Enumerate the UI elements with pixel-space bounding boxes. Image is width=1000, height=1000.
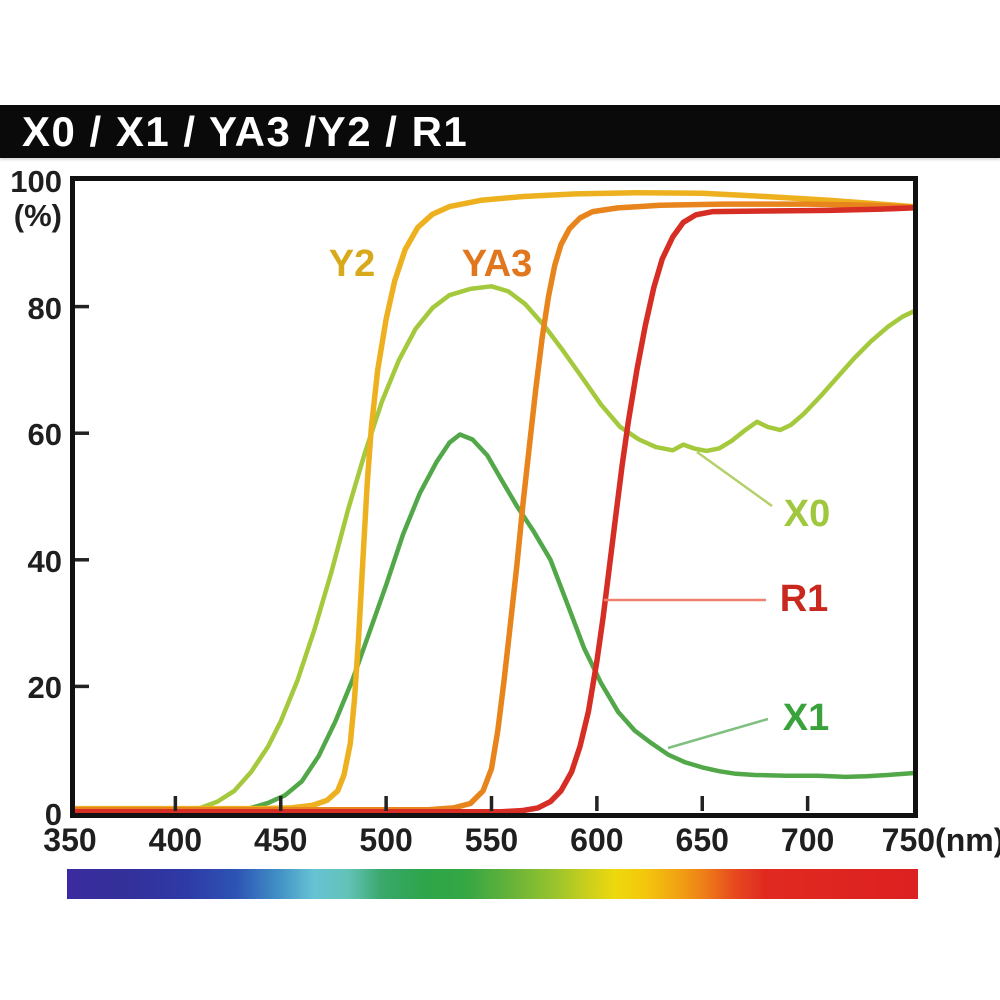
- y-tick-label-60: 60: [27, 417, 62, 453]
- x-tick-label-450: 450: [254, 822, 308, 858]
- title-bar: X0 / X1 / YA3 /Y2 / R1: [0, 105, 1000, 158]
- curve-label-y2: Y2: [328, 243, 376, 285]
- curve-x1: [70, 432, 916, 814]
- leader-line-x1: [667, 717, 769, 750]
- wavelength-spectrum-bar: [67, 869, 918, 899]
- x-tick-label-500: 500: [359, 822, 413, 858]
- leader-line-x0: [696, 450, 773, 508]
- curve-x0: [70, 284, 916, 814]
- x-tick-label-750: 750(nm): [881, 822, 1000, 858]
- y-tick-label-0: 0: [44, 797, 62, 832]
- y-tick-label-100: 100: [10, 164, 62, 199]
- y-tick-label-40: 40: [27, 543, 62, 579]
- x-tick-label-700: 700: [780, 822, 835, 858]
- y-axis-unit-label: (%): [13, 198, 62, 233]
- x-tick-label-400: 400: [148, 822, 203, 858]
- curve-label-r1: R1: [779, 578, 829, 620]
- y-tick-label-80: 80: [27, 290, 62, 326]
- curves-layer: [70, 189, 916, 815]
- curve-y2: [70, 189, 916, 812]
- x-tick-label-550: 550: [464, 822, 519, 858]
- axis-ticks: [75, 304, 810, 811]
- leader-lines-layer: [604, 450, 773, 750]
- x-tick-label-350: 350: [43, 822, 97, 858]
- curve-label-ya3: YA3: [461, 243, 533, 285]
- curve-label-x0: X0: [783, 493, 831, 535]
- x-tick-label-600: 600: [570, 822, 624, 858]
- curve-r1: [70, 205, 916, 815]
- y-tick-label-20: 20: [27, 670, 62, 706]
- axis-frame: [70, 176, 918, 818]
- page-title: X0 / X1 / YA3 /Y2 / R1: [22, 107, 469, 155]
- x-tick-label-650: 650: [675, 822, 729, 858]
- curve-ya3: [70, 201, 916, 813]
- curve-label-x1: X1: [782, 697, 830, 739]
